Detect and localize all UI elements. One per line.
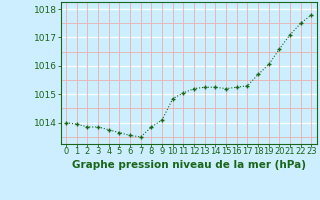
X-axis label: Graphe pression niveau de la mer (hPa): Graphe pression niveau de la mer (hPa) xyxy=(72,160,306,170)
